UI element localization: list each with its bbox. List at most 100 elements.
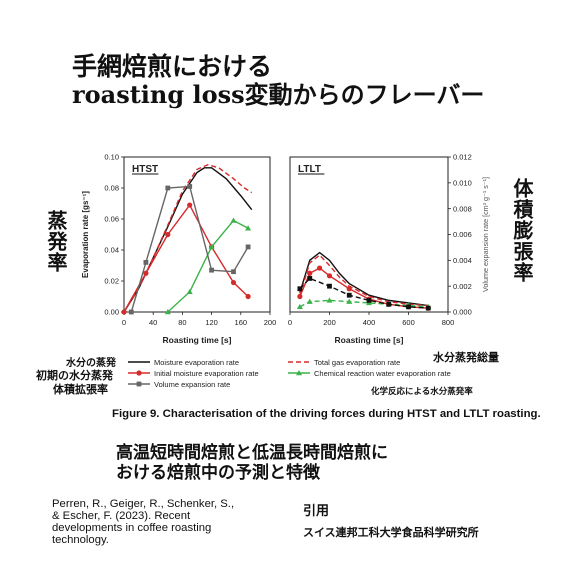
right-vertical-annotation: 体積膨張率 bbox=[510, 178, 534, 283]
legend-label: Initial moisture evaporation rate bbox=[154, 369, 259, 378]
legend-marker bbox=[136, 381, 142, 387]
data-point bbox=[297, 286, 303, 292]
series-line bbox=[299, 251, 429, 307]
x-tick-label: 0 bbox=[288, 318, 292, 327]
data-point bbox=[307, 276, 313, 281]
data-point bbox=[306, 298, 313, 304]
data-point bbox=[386, 301, 392, 307]
data-point bbox=[186, 288, 193, 295]
annotation-moisture: 水分の蒸発 bbox=[66, 358, 116, 369]
data-point bbox=[165, 185, 171, 191]
panel-title: LTLT bbox=[298, 164, 321, 175]
y-tick-label: 0.008 bbox=[453, 204, 472, 213]
data-point bbox=[366, 297, 372, 303]
data-point bbox=[165, 231, 171, 238]
plot-frame-0 bbox=[123, 156, 271, 313]
x-tick-label: 160 bbox=[235, 318, 248, 327]
y-axis-label: Evaporation rate [gs⁻¹] bbox=[81, 191, 90, 278]
y-tick-label: 0.08 bbox=[104, 184, 119, 193]
data-point bbox=[326, 297, 333, 303]
y-tick-label: 0.012 bbox=[453, 153, 472, 162]
y-tick-label: 0.004 bbox=[453, 256, 472, 265]
y-tick-label: 0.06 bbox=[104, 215, 119, 224]
data-point bbox=[164, 309, 171, 315]
data-point bbox=[346, 298, 353, 304]
data-point bbox=[143, 270, 149, 276]
series-line bbox=[299, 299, 429, 308]
data-point bbox=[187, 184, 193, 189]
y-tick-label: 0.04 bbox=[104, 246, 119, 255]
data-point bbox=[208, 243, 215, 250]
legend-label: Moisture evaporation rate bbox=[154, 358, 239, 367]
x-tick-label: 200 bbox=[264, 318, 277, 327]
reference-line: Perren, R., Geiger, R., Schenker, S., bbox=[52, 498, 235, 510]
data-point bbox=[245, 293, 251, 300]
plot-frame-1 bbox=[289, 156, 449, 313]
data-point bbox=[296, 303, 303, 310]
reference-line: technology. bbox=[52, 534, 109, 546]
reference: Perren, R., Geiger, R., Schenker, S., & … bbox=[52, 498, 292, 546]
reference-line: developments in coffee roasting bbox=[52, 522, 212, 534]
data-point bbox=[187, 202, 193, 208]
data-point bbox=[230, 217, 237, 223]
data-point bbox=[230, 279, 237, 286]
y-tick-label: 0.010 bbox=[453, 178, 472, 187]
x-tick-label: 40 bbox=[149, 318, 157, 327]
data-point bbox=[327, 283, 332, 289]
data-point bbox=[245, 244, 251, 250]
data-point bbox=[425, 305, 431, 311]
legend-label: Chemical reaction water evaporation rate bbox=[314, 369, 451, 378]
y-tick-label: 0.00 bbox=[104, 308, 119, 317]
y-tick-label: 0.000 bbox=[453, 308, 472, 317]
legend-label: Volume expansion rate bbox=[154, 380, 230, 389]
series-line bbox=[299, 277, 429, 309]
data-point bbox=[297, 293, 303, 300]
x-tick-label: 120 bbox=[205, 318, 218, 327]
data-point bbox=[346, 292, 352, 298]
data-point bbox=[406, 304, 411, 310]
data-point bbox=[346, 286, 352, 292]
y-tick-label: 0.002 bbox=[453, 282, 472, 291]
legend-label: Total gas evaporation rate bbox=[314, 358, 400, 367]
annotation-volume: 体積拡張率 bbox=[53, 383, 108, 396]
legend-marker bbox=[136, 370, 142, 376]
data-point bbox=[317, 265, 323, 271]
data-point bbox=[209, 267, 214, 273]
data-point bbox=[231, 269, 236, 275]
x-tick-label: 0 bbox=[122, 318, 126, 327]
y-tick-label: 0.006 bbox=[453, 230, 472, 239]
data-point bbox=[326, 273, 333, 279]
y-tick-label: 0.10 bbox=[104, 153, 119, 162]
series-line bbox=[299, 254, 429, 307]
x-axis-label: Roasting time [s] bbox=[163, 335, 232, 345]
x-tick-label: 800 bbox=[442, 318, 455, 327]
y-tick-label: 0.02 bbox=[104, 277, 119, 286]
title-line-1: 手網焙煎における bbox=[72, 52, 273, 81]
data-point bbox=[121, 309, 127, 315]
data-point bbox=[245, 225, 252, 231]
citation-label: 引用 bbox=[303, 504, 330, 519]
data-point bbox=[307, 270, 313, 276]
title-line-2: roasting loss変動からのフレーバー bbox=[72, 80, 485, 109]
x-tick-label: 600 bbox=[402, 318, 415, 327]
panel-title: HTST bbox=[132, 164, 158, 175]
x-tick-label: 200 bbox=[323, 318, 336, 327]
y-axis-label: Volume expansion rate [cm³ g⁻¹ s⁻¹] bbox=[481, 177, 490, 292]
series-line bbox=[123, 167, 253, 313]
x-tick-label: 80 bbox=[178, 318, 186, 327]
annotation-initial: 初期の水分蒸発 bbox=[36, 369, 113, 382]
figure-caption: Figure 9. Characterisation of the drivin… bbox=[112, 408, 541, 420]
subtitle-line-2: おける焙煎中の予測と特徴 bbox=[116, 463, 320, 483]
data-point bbox=[128, 309, 134, 315]
citation-institution: スイス連邦工科大学食品科学研究所 bbox=[303, 526, 479, 539]
x-axis-label: Roasting time [s] bbox=[335, 335, 404, 345]
left-vertical-annotation: 蒸発率 bbox=[44, 210, 68, 273]
legend-marker bbox=[296, 370, 302, 376]
annotation-chemical: 化学反応による水分蒸発率 bbox=[371, 387, 473, 397]
data-point bbox=[143, 260, 149, 265]
annotation-total: 水分蒸発総量 bbox=[433, 351, 499, 364]
reference-line: & Escher, F. (2023). Recent bbox=[52, 510, 191, 522]
subtitle-line-1: 高温短時間焙煎と低温長時間焙煎に bbox=[116, 443, 388, 463]
x-tick-label: 400 bbox=[363, 318, 376, 327]
